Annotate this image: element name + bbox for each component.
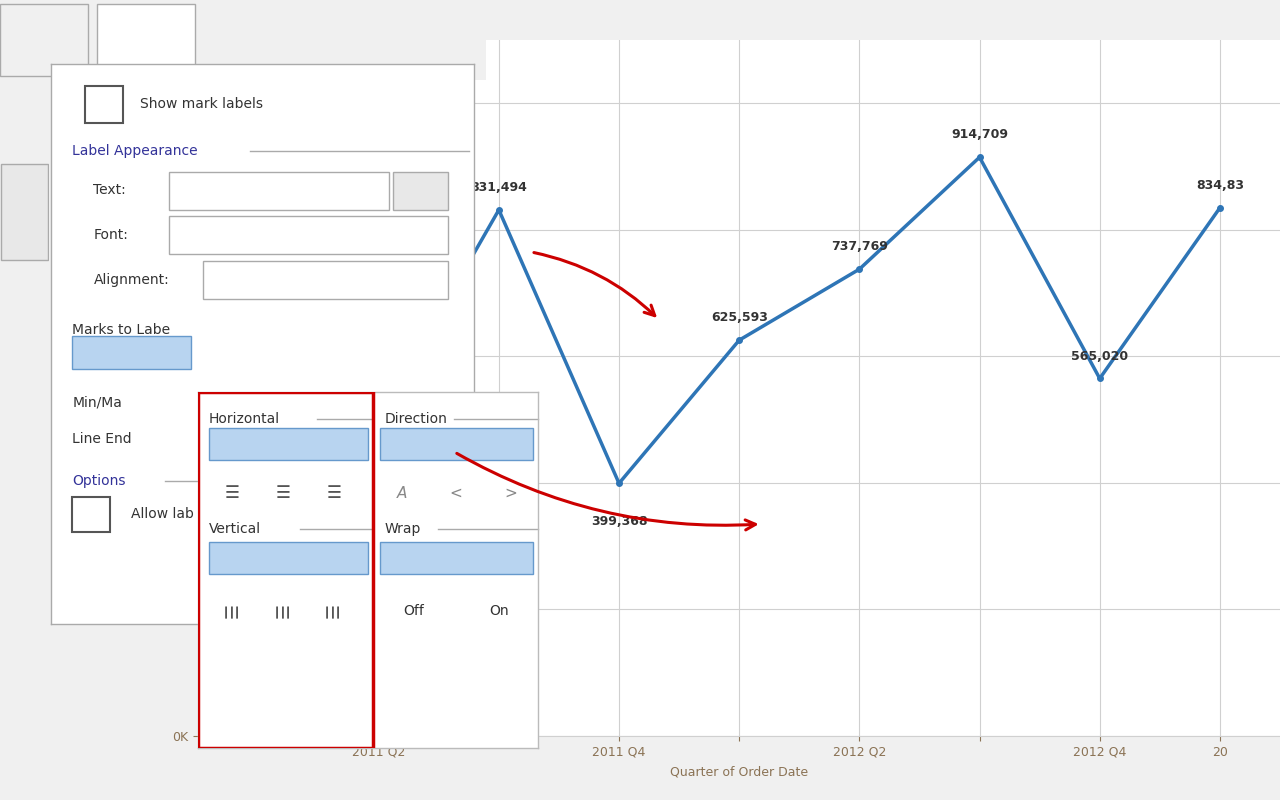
Text: Arial, 8pt, Automati...: Arial, 8pt, Automati... <box>229 228 362 242</box>
Text: Line End: Line End <box>73 432 132 446</box>
Text: 399,368: 399,368 <box>591 515 648 528</box>
Text: ☰: ☰ <box>223 603 242 618</box>
Text: Min/Ma: Min/Ma <box>73 396 122 410</box>
Text: Wrap: Wrap <box>385 522 421 536</box>
Text: 625,593: 625,593 <box>710 311 768 324</box>
Text: Label Appearance: Label Appearance <box>73 144 198 158</box>
Text: ☰: ☰ <box>325 603 343 618</box>
Text: 834,83: 834,83 <box>1196 179 1244 192</box>
Text: v: v <box>433 274 439 285</box>
Text: Automatic: Automatic <box>421 437 492 450</box>
Text: Horizontal: Horizontal <box>209 412 280 426</box>
FancyBboxPatch shape <box>73 336 191 370</box>
FancyBboxPatch shape <box>209 427 369 460</box>
Text: ,306: ,306 <box>276 406 307 419</box>
Text: ooltip: ooltip <box>5 204 44 218</box>
FancyBboxPatch shape <box>204 261 448 299</box>
FancyBboxPatch shape <box>209 542 369 574</box>
X-axis label: Quarter of Order Date: Quarter of Order Date <box>671 766 808 778</box>
Text: Automatic: Automatic <box>262 273 326 286</box>
Text: A: A <box>397 486 407 501</box>
Text: ☰: ☰ <box>326 485 342 502</box>
Text: <: < <box>449 486 462 501</box>
Text: ☰: ☰ <box>275 485 291 502</box>
FancyBboxPatch shape <box>169 216 448 254</box>
Text: Show mark labels: Show mark labels <box>140 98 262 111</box>
Text: Automatic: Automatic <box>252 550 324 565</box>
FancyBboxPatch shape <box>169 171 389 210</box>
FancyBboxPatch shape <box>0 4 87 76</box>
Text: 737,769: 737,769 <box>831 240 888 254</box>
Text: Automatic: Automatic <box>252 437 324 450</box>
Text: Vertical: Vertical <box>209 522 261 536</box>
Text: Direction: Direction <box>385 412 448 426</box>
FancyBboxPatch shape <box>73 497 110 532</box>
Text: ☰: ☰ <box>274 603 292 618</box>
Text: Label: Label <box>125 29 166 43</box>
Text: Font:: Font: <box>93 228 128 242</box>
Text: 831,494: 831,494 <box>471 181 527 194</box>
FancyBboxPatch shape <box>1 164 47 261</box>
Text: ✓: ✓ <box>97 97 110 112</box>
Text: On: On <box>489 604 508 618</box>
Text: Marks to Labe: Marks to Labe <box>73 323 170 337</box>
Text: Size: Size <box>28 29 60 43</box>
Text: 914,709: 914,709 <box>951 129 1009 142</box>
Text: Allow lab: Allow lab <box>132 506 195 521</box>
Text: ☰: ☰ <box>225 485 239 502</box>
Text: 565,020: 565,020 <box>1071 350 1128 362</box>
Text: All: All <box>123 346 140 359</box>
FancyBboxPatch shape <box>393 171 448 210</box>
Text: Text:: Text: <box>93 183 127 197</box>
FancyBboxPatch shape <box>380 542 532 574</box>
Text: ...: ... <box>415 183 426 197</box>
FancyBboxPatch shape <box>380 427 532 460</box>
Text: v: v <box>433 230 439 240</box>
FancyBboxPatch shape <box>84 86 123 122</box>
Text: Options: Options <box>73 474 125 488</box>
Text: Automatic: Automatic <box>421 550 492 565</box>
Text: Alignment:: Alignment: <box>93 273 169 286</box>
Text: >: > <box>504 486 517 501</box>
FancyBboxPatch shape <box>97 4 195 76</box>
Text: Off: Off <box>403 604 424 618</box>
